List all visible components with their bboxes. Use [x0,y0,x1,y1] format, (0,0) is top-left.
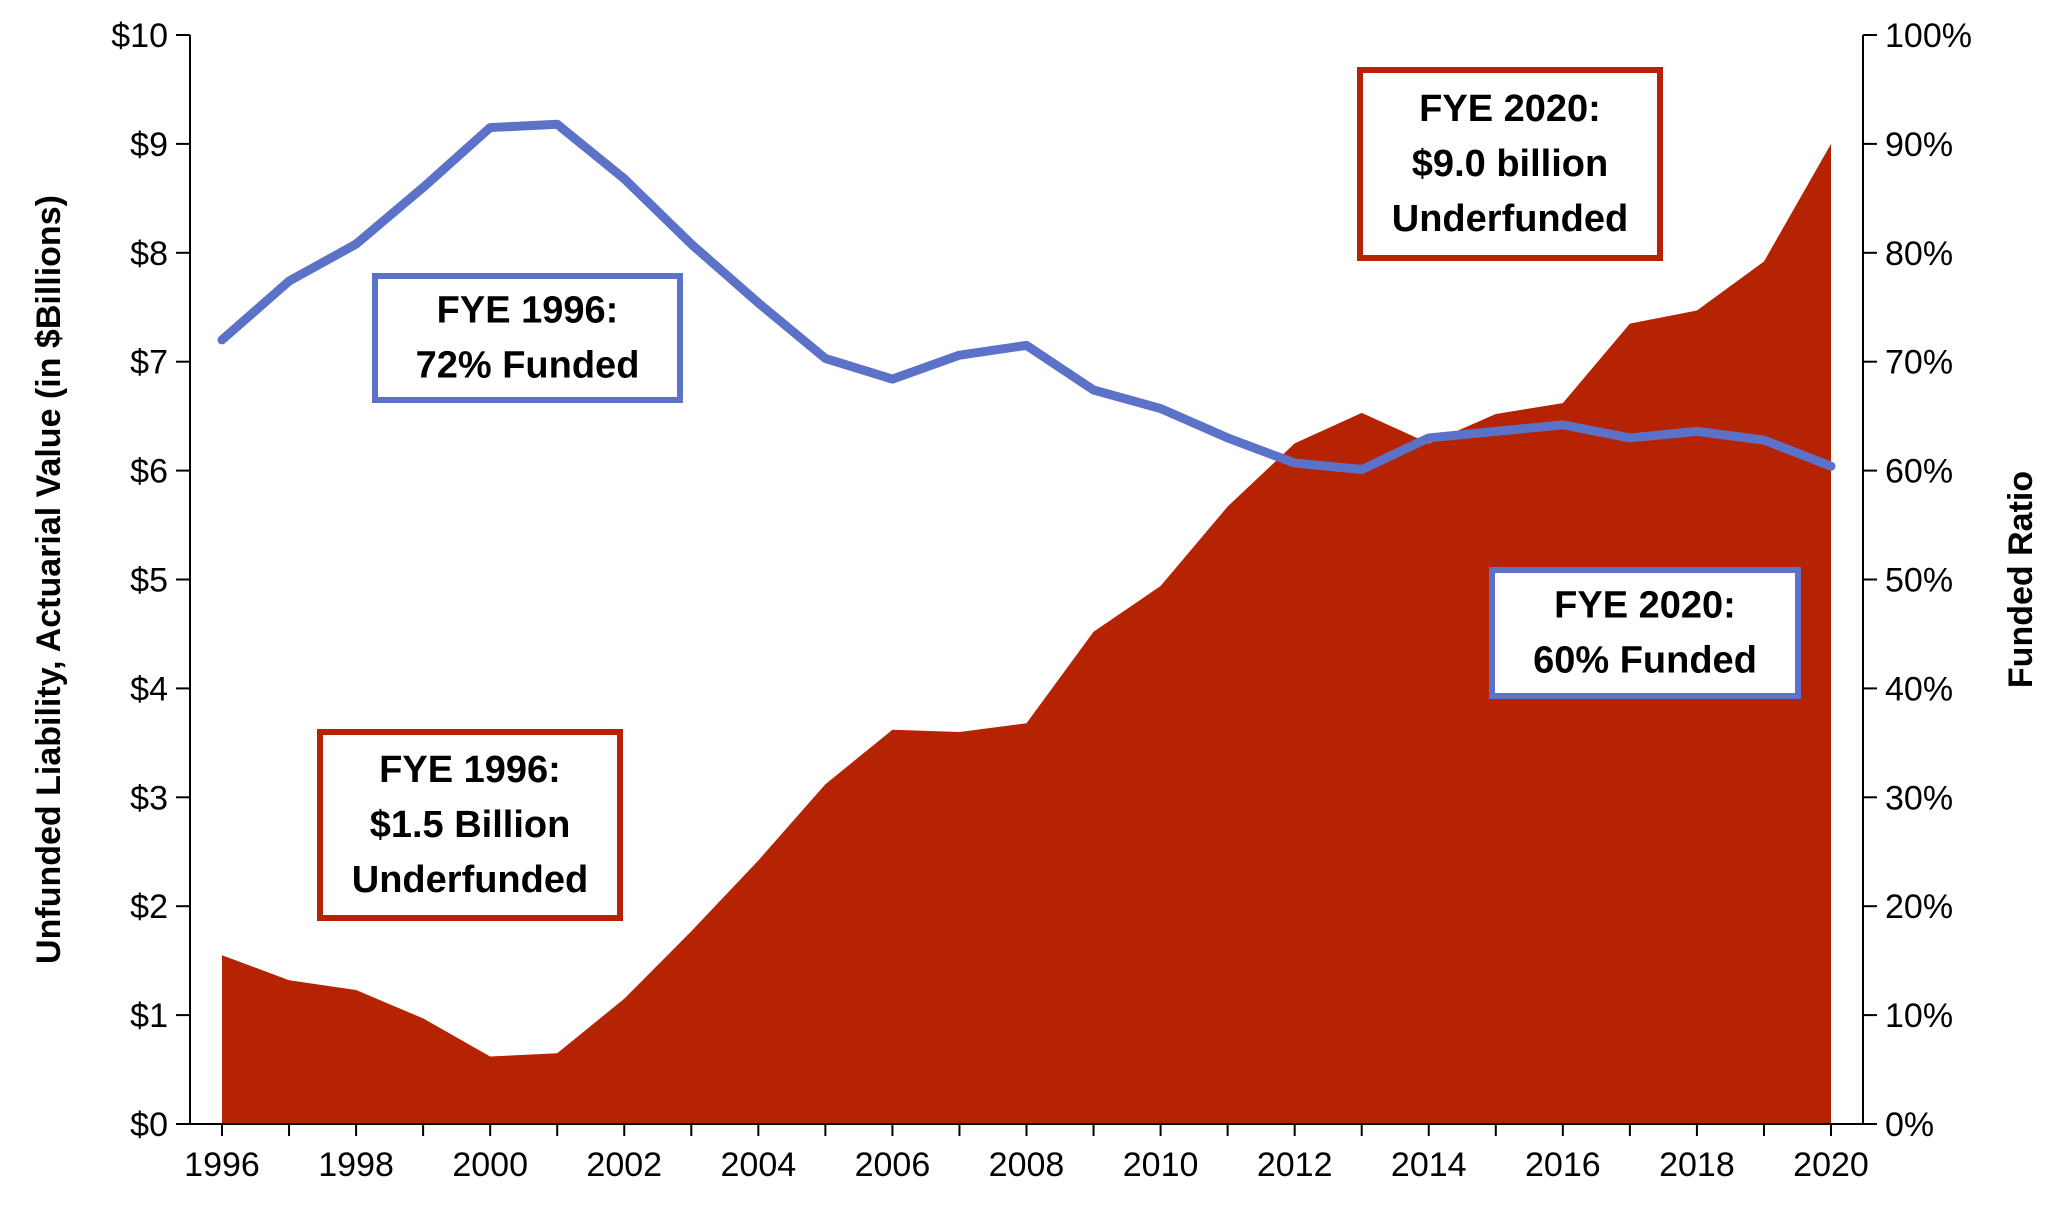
y-right-tick-label: 90% [1885,126,1953,164]
x-tick-label: 2012 [1257,1146,1333,1184]
annotation-text: $1.5 Billion [370,804,571,846]
x-tick-label: 2016 [1525,1146,1601,1184]
y-left-tick-label: $7 [130,344,168,382]
y-left-tick-label: $1 [130,997,168,1035]
y-right-tick-label: 20% [1885,888,1953,926]
area-layer [222,143,1831,1124]
unfunded-liability-area [222,143,1831,1124]
annotation-fye2020-funded: FYE 2020: 60% Funded [1489,567,1801,699]
y-left-tick-label: $2 [130,888,168,926]
x-tick-label: 2010 [1123,1146,1199,1184]
y-left-tick-label: $8 [130,235,168,273]
annotation-box [1357,67,1663,261]
y-right-axis-title: Funded Ratio [2002,471,2040,688]
annotation-text: Underfunded [352,859,588,901]
x-tick-label: 2002 [586,1146,662,1184]
x-tick-label: 2020 [1793,1146,1869,1184]
annotation-box [317,729,623,921]
annotation-text: Underfunded [1392,198,1628,240]
x-tick-label: 1996 [184,1146,260,1184]
annotation-fye1996-funded: FYE 1996: 72% Funded [372,273,683,403]
y-right-tick-label: 80% [1885,235,1953,273]
annotation-box [372,273,683,403]
annotation-text: FYE 1996: [437,290,619,332]
label-layer: Unfunded Liability, Actuarial Value (in … [30,195,2040,964]
x-tick-label: 2000 [452,1146,528,1184]
annotation-text: 60% Funded [1533,640,1757,682]
y-right-tick-label: 30% [1885,779,1953,817]
annotation-fye1996-underfunded: FYE 1996: $1.5 Billion Underfunded [317,729,623,921]
y-left-tick-label: $3 [130,779,168,817]
annotation-text: $9.0 billion [1412,143,1608,185]
x-tick-label: 2008 [989,1146,1065,1184]
annotation-layer: FYE 1996: 72% Funded FYE 2020: $9.0 billion… [317,67,1801,921]
y-left-tick-label: $10 [111,17,168,55]
y-right-tick-label: 70% [1885,344,1953,382]
line-layer [217,119,1836,475]
y-left-tick-label: $4 [130,670,168,708]
annotation-text: FYE 2020: [1554,585,1736,627]
x-tick-label: 2014 [1391,1146,1467,1184]
y-right-tick-label: 40% [1885,670,1953,708]
y-left-tick-label: $0 [130,1106,168,1144]
funded-ratio-line [217,119,1836,475]
annotation-text: 72% Funded [416,345,640,387]
x-tick-label: 2004 [721,1146,797,1184]
annotation-text: FYE 2020: [1419,88,1601,130]
annotation-fye2020-underfunded: FYE 2020: $9.0 billion Underfunded [1357,67,1663,261]
axes-layer: $0 $1 $2 $3 $4 $5 $6 $7 $8 $9 $10 0% 10% 20% 30% 40% 50%… [111,17,1972,1184]
y-left-tick-label: $9 [130,126,168,164]
y-right-tick-label: 100% [1885,17,1972,55]
x-tick-label: 2018 [1659,1146,1735,1184]
y-right-tick-label: 10% [1885,997,1953,1035]
y-left-tick-label: $5 [130,562,168,600]
y-right-tick-label: 0% [1885,1106,1934,1144]
y-left-tick-label: $6 [130,453,168,491]
annotation-box [1489,567,1801,699]
y-right-tick-label: 60% [1885,453,1953,491]
y-left-axis-title: Unfunded Liability, Actuarial Value (in … [30,195,68,964]
annotation-text: FYE 1996: [379,749,561,791]
x-tick-label: 2006 [855,1146,931,1184]
y-right-tick-label: 50% [1885,562,1953,600]
x-tick-label: 1998 [318,1146,394,1184]
